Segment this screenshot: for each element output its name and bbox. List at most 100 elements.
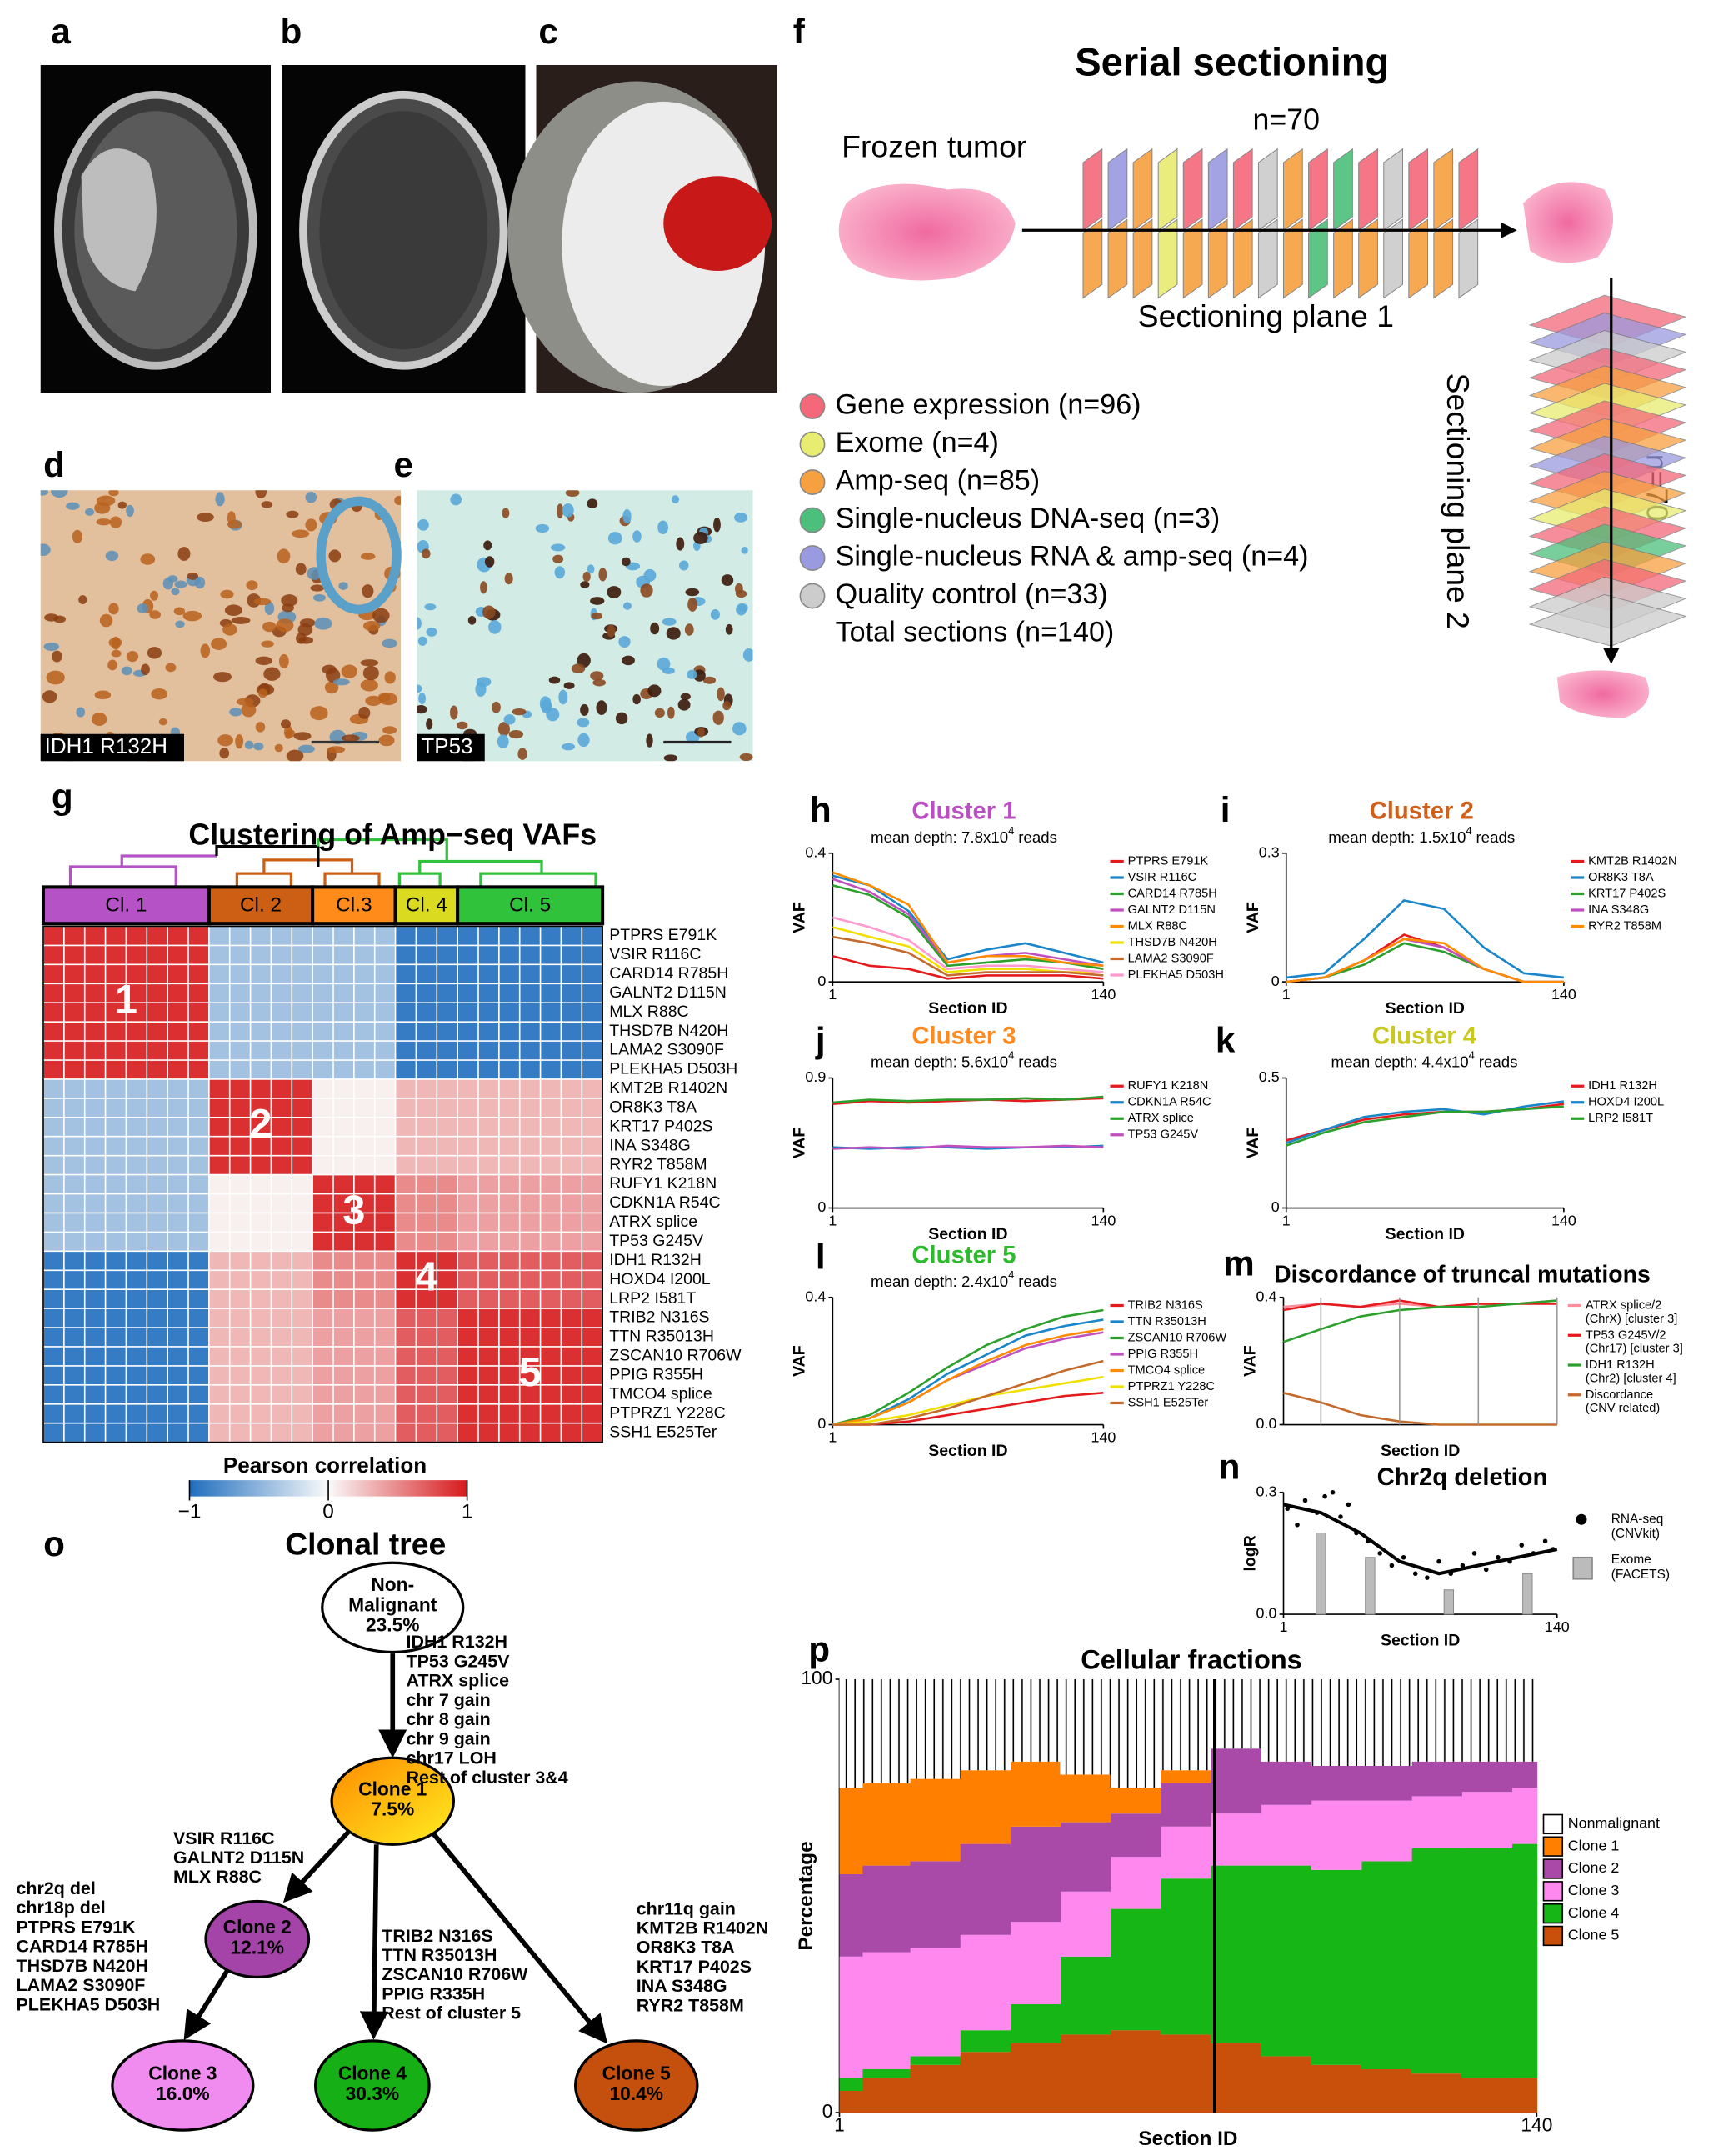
area-segment <box>1010 2043 1061 2113</box>
slice <box>1232 218 1253 299</box>
cell <box>394 495 401 505</box>
legend-label: ATRX splice/2 (ChrX) [cluster 3] <box>1586 1298 1677 1325</box>
cell <box>417 684 422 693</box>
x-tick-label: 140 <box>1551 1212 1576 1228</box>
cell <box>262 621 277 633</box>
cell <box>151 688 167 700</box>
cell <box>676 537 685 551</box>
line <box>832 935 1104 977</box>
panel-label: g <box>52 777 73 816</box>
mutation-list-line: chr11q gain <box>637 1898 736 1918</box>
area-segment <box>1511 1761 1538 1788</box>
cell <box>126 651 139 663</box>
area-segment <box>1311 1766 1362 1801</box>
node-label: Non-Malignant <box>348 1573 437 1615</box>
cell <box>552 554 564 563</box>
area-segment <box>1261 1761 1312 1805</box>
cell <box>702 676 717 684</box>
label: Sectioning plane 1 <box>1138 298 1394 333</box>
cell <box>577 733 590 748</box>
area-segment <box>909 1679 961 1779</box>
cell <box>253 742 264 751</box>
legend-label: Exome (FACETS) <box>1611 1553 1670 1582</box>
cell <box>173 607 186 616</box>
slice <box>1308 218 1328 299</box>
cell <box>643 568 657 582</box>
x-tick-label: 1 <box>828 1212 837 1228</box>
x-tick-label: 140 <box>1551 986 1576 1003</box>
legend-label: PTPRS E791K <box>1128 854 1209 868</box>
gene-label: KRT17 P402S <box>609 1117 712 1135</box>
line <box>832 874 1104 964</box>
cell <box>562 503 574 518</box>
chart-title: Cluster 2 <box>1370 798 1474 825</box>
area-segment <box>1060 1774 1111 1823</box>
cell <box>140 553 156 565</box>
slice <box>1157 148 1178 232</box>
area-segment <box>1361 1766 1412 1801</box>
cell <box>360 553 376 560</box>
cell <box>677 698 691 711</box>
cell <box>592 678 607 687</box>
y-tick-label: 0.0 <box>1256 1415 1277 1432</box>
cell <box>418 693 427 705</box>
slice <box>1458 148 1479 232</box>
x-axis-label: Section ID <box>928 1442 1007 1460</box>
cell <box>147 647 162 659</box>
mutation-list-line: Rest of cluster 5 <box>382 2003 521 2023</box>
tumor <box>838 183 1016 281</box>
y-tick-label: 0.5 <box>1259 1068 1280 1085</box>
slice <box>1082 218 1103 299</box>
legend-label: LAMA2 S3090F <box>1128 952 1214 965</box>
cell <box>654 708 665 718</box>
area-segment <box>1060 1956 1111 2035</box>
cell <box>360 659 379 667</box>
heat-block <box>457 1251 603 1309</box>
x-tick-label: 1 <box>828 1428 837 1445</box>
cell <box>224 604 242 617</box>
panel-label: b <box>280 12 302 51</box>
dot <box>1330 1489 1336 1495</box>
y-axis-label: VAF <box>1244 902 1262 933</box>
cell <box>687 597 697 612</box>
subtitle-part: reads <box>1018 1273 1057 1290</box>
area-segment <box>1411 1796 1462 1848</box>
legend-label: OR8K3 T8A <box>1588 871 1654 884</box>
cell <box>598 568 607 582</box>
cell <box>42 690 57 703</box>
mutation-list-line: LAMA2 S3090F <box>17 1975 146 1995</box>
mutation-list-line: RYR2 T858M <box>637 1995 744 2015</box>
y-tick-label: 0.4 <box>805 1288 826 1304</box>
cell <box>580 581 590 588</box>
dot <box>1302 1498 1308 1503</box>
cell <box>327 746 346 753</box>
area-segment <box>959 1934 1011 2031</box>
heat-block <box>395 1078 458 1175</box>
cell <box>734 513 747 523</box>
mount <box>562 101 766 387</box>
vessel <box>316 496 402 614</box>
cell <box>546 708 560 722</box>
gene-label: KMT2B R1402N <box>609 1079 727 1098</box>
slice <box>1257 218 1278 299</box>
cell <box>378 734 395 747</box>
cell <box>314 617 332 630</box>
area-segment <box>1311 1679 1362 1766</box>
area-segment <box>839 1874 863 1957</box>
cluster-label: Cl.3 <box>336 894 372 917</box>
cell <box>281 594 298 607</box>
cell <box>467 616 477 625</box>
cell <box>244 740 254 750</box>
cell <box>622 655 635 666</box>
area-segment <box>959 2052 1011 2113</box>
cell <box>109 516 122 528</box>
cell <box>158 718 167 726</box>
slice <box>1433 148 1454 232</box>
area-segment <box>1261 2056 1312 2113</box>
heat-block <box>457 1078 603 1175</box>
mutation-list-line: TRIB2 N316S <box>382 1925 492 1945</box>
cell <box>557 503 564 518</box>
tree-node <box>574 2039 699 2132</box>
chart-title: Cluster 1 <box>911 798 1016 825</box>
panel-label: p <box>808 1630 830 1669</box>
